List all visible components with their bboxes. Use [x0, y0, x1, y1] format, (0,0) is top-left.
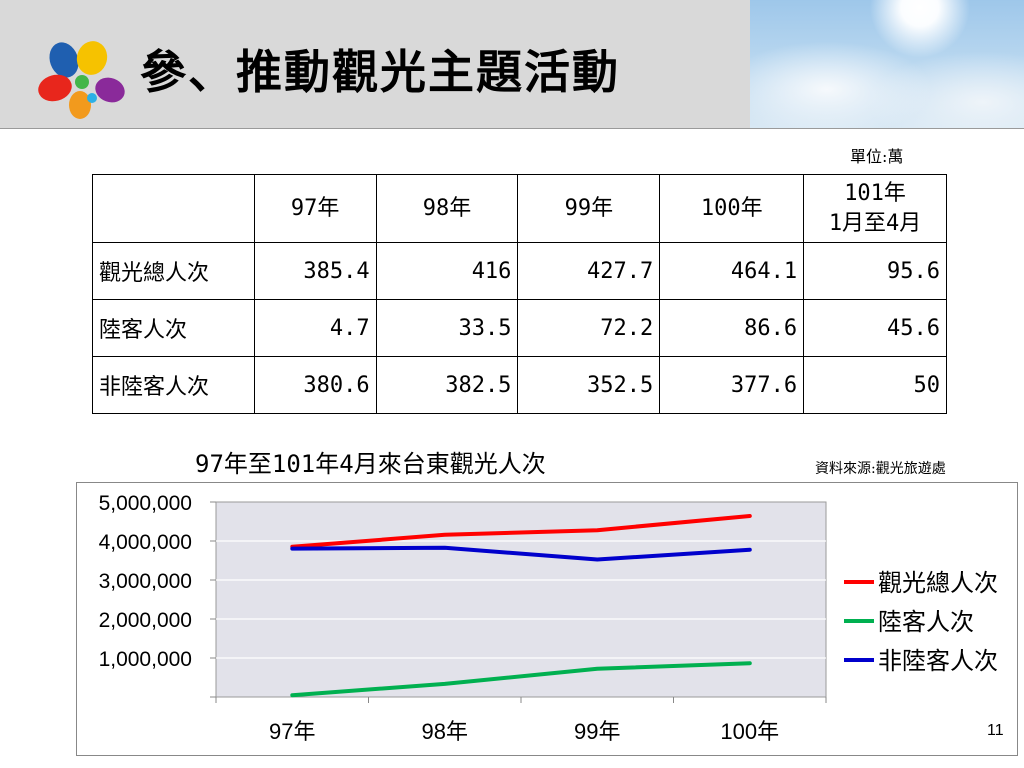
- y-tick-label: 4,000,000: [99, 531, 192, 554]
- table-cell: 72.2: [517, 299, 661, 357]
- table-cell: 33.5: [375, 299, 519, 357]
- table-cell: 382.5: [375, 356, 519, 414]
- x-tick-label: 97年: [269, 719, 315, 744]
- table-cell: 4.7: [253, 299, 377, 357]
- table-cell: 464.1: [659, 242, 805, 300]
- row-label: 非陸客人次: [92, 356, 255, 414]
- table-cell: 377.6: [659, 356, 805, 414]
- unit-label: 單位:萬: [850, 147, 904, 166]
- table-cell: 352.5: [517, 356, 661, 414]
- table-header-cell: [92, 174, 255, 243]
- y-tick-label: 3,000,000: [99, 570, 192, 593]
- x-tick-label: 100年: [720, 719, 779, 744]
- table-cell: 385.4: [253, 242, 377, 300]
- legend-label: 觀光總人次: [878, 569, 998, 597]
- y-tick-label: 5,000,000: [99, 492, 192, 515]
- source-note: 資料來源:觀光旅遊處: [815, 461, 946, 477]
- table-header-cell: 99年: [517, 174, 661, 243]
- line-chart: 5,000,000 4,000,000 3,000,000 2,000,000 1,00…: [76, 482, 1018, 756]
- table-cell: 50: [803, 356, 947, 414]
- chart-title: 97年至101年4月來台東觀光人次: [195, 450, 546, 478]
- table-header-cell: 97年: [253, 174, 377, 243]
- series-line: [290, 514, 752, 549]
- table-header-cell: 98年: [375, 174, 519, 243]
- sky-banner: [750, 0, 1024, 128]
- page-number: 11: [987, 722, 1004, 739]
- series-line: [290, 545, 752, 562]
- series-line: [290, 661, 752, 698]
- x-tick-label: 99年: [574, 719, 620, 744]
- page-title: 參、推動觀光主題活動: [140, 45, 620, 99]
- table-row: 陸客人次 4.7 33.5 72.2 86.6 45.6: [92, 299, 947, 357]
- x-tick-label: 98年: [422, 719, 468, 744]
- y-tick-label: 2,000,000: [99, 609, 192, 632]
- row-label: 觀光總人次: [92, 242, 255, 300]
- table-cell: 95.6: [803, 242, 947, 300]
- table-cell: 86.6: [659, 299, 805, 357]
- legend-label: 陸客人次: [878, 608, 974, 636]
- y-tick-label: 1,000,000: [99, 648, 192, 671]
- legend-label: 非陸客人次: [878, 647, 998, 675]
- table-row: 非陸客人次 380.6 382.5 352.5 377.6 50: [92, 356, 947, 414]
- row-label: 陸客人次: [92, 299, 255, 357]
- table-header-row: 97年 98年 99年 100年 101年 1月至4月: [92, 174, 947, 243]
- table-cell: 45.6: [803, 299, 947, 357]
- flower-logo-icon: [38, 41, 125, 119]
- table-cell: 416: [375, 242, 519, 300]
- visitor-table: 97年 98年 99年 100年 101年 1月至4月 觀光總人次 385.4 …: [92, 174, 947, 414]
- table-cell: 427.7: [517, 242, 661, 300]
- table-cell: 380.6: [253, 356, 377, 414]
- table-header-cell: 100年: [659, 174, 805, 243]
- table-row: 觀光總人次 385.4 416 427.7 464.1 95.6: [92, 242, 947, 300]
- table-header-cell: 101年 1月至4月: [803, 174, 947, 243]
- header-bar: 參、推動觀光主題活動: [0, 0, 1024, 129]
